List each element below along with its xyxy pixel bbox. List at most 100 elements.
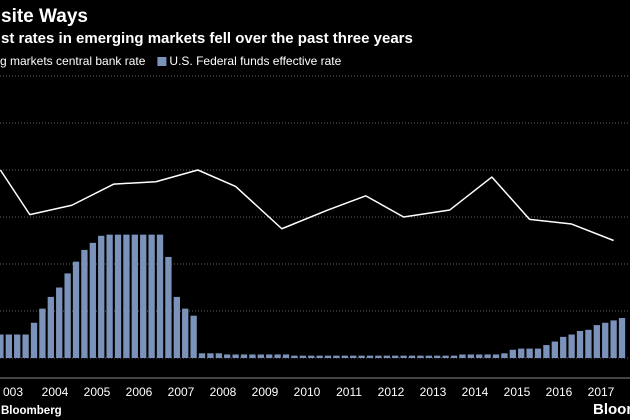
logo: Bloom <box>593 401 630 418</box>
x-tick-label: 2016 <box>546 385 573 399</box>
bar <box>165 256 172 358</box>
bar <box>140 234 147 358</box>
bar <box>333 355 340 358</box>
bar <box>568 334 575 358</box>
bar <box>56 287 63 358</box>
chart-subtitle: st rates in emerging markets fell over t… <box>1 30 413 47</box>
bar <box>543 345 550 358</box>
plot <box>0 169 626 358</box>
bar <box>417 355 424 358</box>
legend-label: g markets central bank rate <box>0 54 146 68</box>
x-tick-label: 2015 <box>504 385 531 399</box>
x-tick-label: 2013 <box>420 385 447 399</box>
bar <box>358 355 365 358</box>
bar <box>14 334 21 358</box>
bar <box>484 354 491 358</box>
bar <box>39 308 46 358</box>
bar <box>190 315 197 358</box>
legend-label: U.S. Federal funds effective rate <box>169 54 341 68</box>
chart-title: site Ways <box>1 6 88 27</box>
bar <box>593 325 600 358</box>
bar <box>518 348 525 358</box>
bar <box>249 354 256 358</box>
bar <box>299 355 306 358</box>
bar <box>476 354 483 358</box>
bar <box>215 353 222 358</box>
bar <box>240 354 248 358</box>
bar <box>450 355 458 358</box>
x-tick-label: 2004 <box>42 385 69 399</box>
grid <box>0 75 630 359</box>
bar <box>324 355 332 358</box>
bar <box>114 234 122 358</box>
bar <box>30 322 38 358</box>
bar <box>526 348 533 358</box>
bar <box>131 234 138 358</box>
x-tick-label: 003 <box>3 385 23 399</box>
bar <box>274 354 281 358</box>
bar <box>81 249 88 358</box>
bar <box>266 354 273 358</box>
bar <box>602 322 609 358</box>
bar <box>72 261 80 358</box>
bar <box>392 355 399 358</box>
x-tick-label: 2011 <box>336 385 362 399</box>
bar <box>576 330 584 358</box>
x-tick-label: 2007 <box>168 385 195 399</box>
x-axis: 003 2004 2005 2006 2007 2008 2009 2010 2011 2012 2… <box>3 385 615 399</box>
x-tick-label: 2010 <box>294 385 321 399</box>
bar <box>560 336 567 358</box>
bar <box>148 234 155 358</box>
source: Bloomberg <box>1 405 62 417</box>
bar <box>47 296 54 358</box>
bar <box>459 354 466 358</box>
bar <box>123 234 130 358</box>
bar <box>224 354 231 358</box>
bar <box>425 355 432 358</box>
line <box>0 169 614 242</box>
bar <box>509 349 516 358</box>
bar <box>207 353 214 358</box>
bar <box>383 355 390 358</box>
x-tick-label: 2009 <box>252 385 279 399</box>
bar <box>585 329 592 358</box>
x-tick-label: 2008 <box>210 385 237 399</box>
x-tick-label: 2017 <box>588 385 615 399</box>
bar <box>316 355 323 358</box>
bar <box>0 334 4 358</box>
bar <box>492 354 500 358</box>
legend: g markets central bank rate U.S. Federal … <box>0 54 342 68</box>
bar <box>98 235 105 358</box>
bar <box>341 355 348 358</box>
bar <box>375 355 382 358</box>
bar <box>182 308 189 358</box>
x-tick-label: 2012 <box>378 385 405 399</box>
bar <box>366 355 374 358</box>
bar <box>467 354 474 358</box>
bar <box>232 354 239 358</box>
bar <box>618 318 626 358</box>
x-tick-label: 2014 <box>462 385 489 399</box>
bar <box>22 334 29 358</box>
bar <box>89 242 96 358</box>
bar <box>551 341 558 358</box>
bar <box>173 296 180 358</box>
bar <box>434 355 441 358</box>
bar <box>308 355 315 358</box>
bar <box>282 354 290 358</box>
bar <box>257 354 264 358</box>
bar <box>291 355 298 358</box>
bar <box>408 355 416 358</box>
bar <box>350 355 357 358</box>
bar <box>106 234 113 358</box>
bar <box>198 353 206 358</box>
bar <box>442 355 449 358</box>
bar <box>400 355 407 358</box>
bar <box>534 348 542 358</box>
bar <box>156 234 164 358</box>
x-tick-label: 2006 <box>126 385 153 399</box>
bar <box>64 273 71 358</box>
x-tick-label: 2005 <box>84 385 111 399</box>
